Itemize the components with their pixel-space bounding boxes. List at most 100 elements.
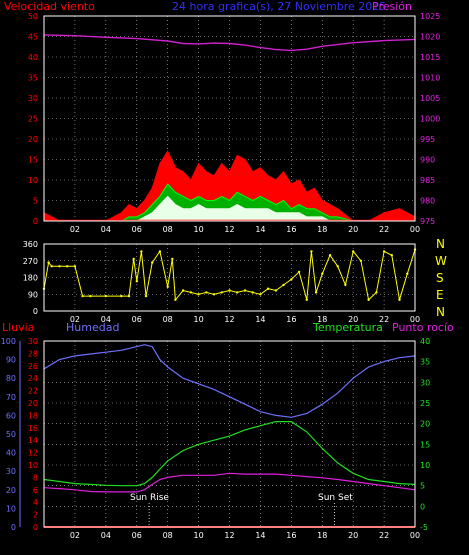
rain-y-tick-label: 28 xyxy=(28,349,38,358)
wind-frame xyxy=(43,15,416,222)
wind-y-tick-label: 50 xyxy=(28,12,38,21)
wind-direction-point xyxy=(359,259,363,262)
rain-y-tick-label: 26 xyxy=(28,362,38,371)
direction-label-s: S xyxy=(436,271,444,285)
wind-y-tick-label: 0 xyxy=(33,217,38,226)
direction-x-tick-label: 08 xyxy=(163,315,173,324)
wind-direction-point xyxy=(89,294,92,298)
direction-y-tick-label: 0 xyxy=(33,307,38,316)
humidity-y-tick-label: 10 xyxy=(6,504,16,513)
direction-label-n-top: N xyxy=(436,237,445,251)
sunset-label: Sun Set xyxy=(318,493,353,503)
wind-direction-point xyxy=(406,272,409,275)
wind-x-tick-label: 06 xyxy=(132,225,142,234)
wind-x-tick-label: 08 xyxy=(163,225,173,234)
wind-direction-point xyxy=(47,261,50,264)
temperature-y-tick-label: 10 xyxy=(420,461,430,470)
wind-direction-panel: 0 90 180 270 360 02 04 06 08 10 12 14 16 18 20 22 00 xyxy=(23,240,420,324)
wind-y-tick-label: 40 xyxy=(28,53,38,62)
wind-direction-point xyxy=(352,250,355,253)
rain-y-tick-label: 2 xyxy=(33,511,38,520)
direction-x-tick-label: 16 xyxy=(286,315,296,324)
pressure-y-tick-label: 975 xyxy=(420,217,435,226)
rain-y-tick-label: 14 xyxy=(28,436,38,445)
wind-direction-point xyxy=(73,265,77,268)
climate-x-tick-label: 16 xyxy=(286,531,296,540)
direction-label-e: E xyxy=(436,288,444,302)
direction-x-tick-label: 22 xyxy=(379,315,389,324)
pressure-line xyxy=(43,34,416,52)
wind-direction-point xyxy=(336,265,339,268)
temperature-y-tick-label: 40 xyxy=(420,337,430,346)
wind-direction-point xyxy=(243,289,247,292)
humidity-y-tick-label: 50 xyxy=(6,430,16,439)
humidity-y-tick-label: 70 xyxy=(6,393,16,402)
wind-direction-point xyxy=(228,289,231,292)
rain-y-tick-label: 8 xyxy=(33,473,38,482)
humidity-y-tick-label: 30 xyxy=(6,467,16,476)
humidity-y-tick-label: 20 xyxy=(6,486,16,495)
wind-x-tick-label: 22 xyxy=(379,225,389,234)
direction-y-tick-label: 180 xyxy=(23,274,38,283)
wind-y-tick-label: 10 xyxy=(28,176,38,185)
wind-direction-point xyxy=(282,283,285,287)
climate-frame xyxy=(43,340,416,528)
direction-label-n-bottom: N xyxy=(436,305,445,319)
pressure-y-tick-label: 1025 xyxy=(420,12,440,21)
wind-direction-point xyxy=(166,285,169,288)
temperature-y-tick-label: 5 xyxy=(420,482,425,491)
climate-x-tick-label: 18 xyxy=(317,531,327,540)
temperature-y-tick-label: 0 xyxy=(420,502,425,511)
wind-direction-point xyxy=(127,294,131,298)
wind-direction-point xyxy=(81,294,84,298)
wind-series-area-0 xyxy=(43,150,416,222)
rain-y-tick-label: 16 xyxy=(28,424,38,433)
direction-x-tick-label: 10 xyxy=(193,315,203,324)
humidity-y-tick-label: 90 xyxy=(6,356,16,365)
wind-series-area-1 xyxy=(44,183,415,222)
pressure-y-tick-label: 990 xyxy=(420,156,435,165)
humidity-axis-label: Humedad xyxy=(66,321,119,334)
climate-x-tick-label: 02 xyxy=(70,531,80,540)
wind-direction-point xyxy=(171,257,174,261)
climate-x-tick-label: 14 xyxy=(255,531,265,540)
wind-direction-line xyxy=(43,249,416,302)
direction-y-tick-label: 90 xyxy=(28,290,38,299)
chart-date-title: 24 hora grafica(s), 27 Noviembre 2015 xyxy=(172,0,386,13)
wind-direction-point xyxy=(151,261,154,264)
temperature-y-tick-label: 20 xyxy=(420,420,430,429)
pressure-y-tick-label: 985 xyxy=(420,176,435,185)
humidity-y-tick-label: 100 xyxy=(1,337,16,346)
wind-direction-point xyxy=(144,294,148,298)
climate-x-tick-label: 00 xyxy=(410,531,420,540)
wind-direction-point xyxy=(189,291,193,294)
direction-y-tick-label: 360 xyxy=(23,240,38,249)
wind-y-tick-label: 35 xyxy=(28,74,38,83)
pressure-y-tick-label: 995 xyxy=(420,135,435,144)
wind-direction-point xyxy=(205,291,208,294)
rain-y-tick-label: 10 xyxy=(28,461,38,470)
rain-y-tick-label: 0 xyxy=(33,523,38,532)
pressure-y-tick-label: 1020 xyxy=(420,33,440,42)
wind-direction-point xyxy=(212,293,216,296)
wind-direction-point xyxy=(398,298,401,301)
rain-y-tick-label: 6 xyxy=(33,486,38,495)
wind-y-tick-label: 15 xyxy=(28,156,38,165)
wind-direction-point xyxy=(266,287,270,290)
series-line-punto-rocío xyxy=(43,472,416,493)
wind-direction-point xyxy=(390,254,393,257)
wind-y-tick-label: 45 xyxy=(28,33,38,42)
rain-y-tick-label: 12 xyxy=(28,449,38,458)
sunrise-label: Sun Rise xyxy=(130,493,169,503)
wind-direction-point xyxy=(174,298,177,301)
rain-y-tick-label: 30 xyxy=(28,337,38,346)
wind-direction-point xyxy=(236,291,239,294)
pressure-y-tick-label: 1000 xyxy=(420,115,440,124)
temperature-y-tick-label: 30 xyxy=(420,378,430,387)
direction-x-tick-label: 00 xyxy=(410,315,420,324)
humidity-y-tick-label: 60 xyxy=(6,411,16,420)
wind-x-tick-label: 10 xyxy=(193,225,203,234)
temperature-y-tick-label: 15 xyxy=(420,440,430,449)
wind-direction-point xyxy=(290,278,293,281)
climate-x-tick-label: 22 xyxy=(379,531,389,540)
